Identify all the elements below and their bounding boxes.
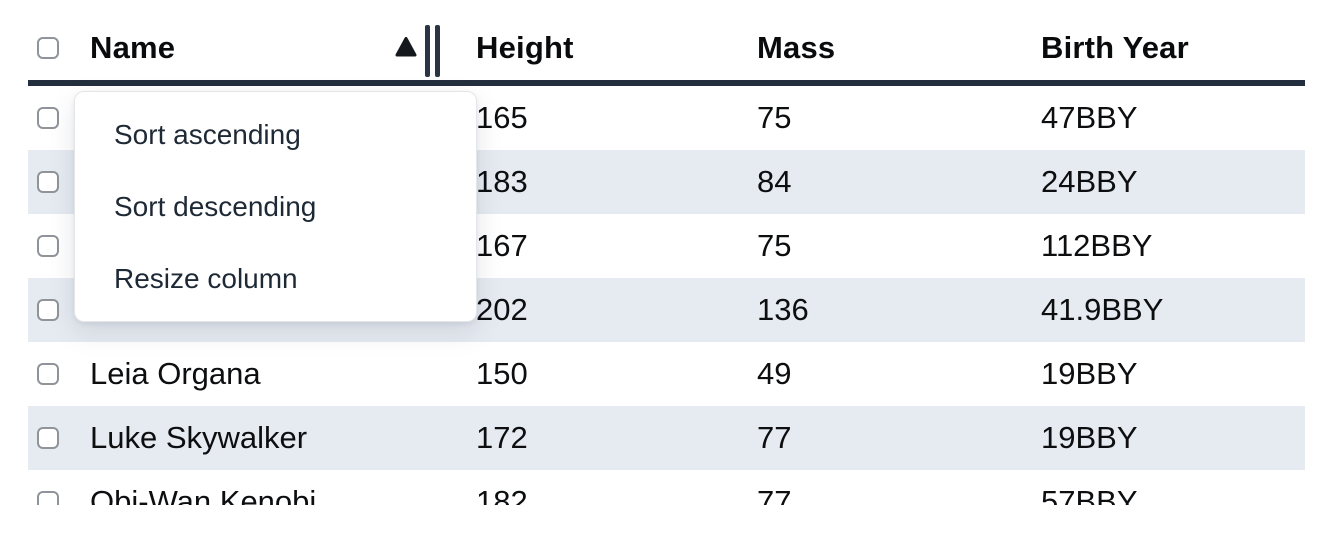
column-context-menu: Sort ascending Sort descending Resize co… [74, 91, 477, 322]
column-label-birth-year: Birth Year [1041, 30, 1189, 65]
cell-mass: 49 [757, 356, 792, 391]
table-row: Obi-Wan Kenobi 182 77 57BBY [28, 470, 1305, 505]
resize-bar-left [425, 25, 430, 77]
select-all-checkbox[interactable] [37, 37, 59, 59]
table-scroll-area[interactable]: Name Height Mass Birth Year 165 [0, 0, 1330, 505]
table-row: Leia Organa 150 49 19BBY [28, 342, 1305, 406]
sort-ascending-icon [395, 37, 417, 57]
cell-height: 150 [476, 356, 528, 391]
column-label-height: Height [476, 30, 574, 65]
header-select-cell [28, 37, 76, 59]
header-cell-birth-year[interactable]: Birth Year [1024, 30, 1305, 66]
cell-birth-year: 19BBY [1041, 420, 1138, 455]
row-checkbox[interactable] [37, 171, 59, 193]
cell-birth-year: 47BBY [1041, 100, 1138, 135]
cell-height: 165 [476, 100, 528, 135]
row-checkbox[interactable] [37, 235, 59, 257]
row-checkbox[interactable] [37, 363, 59, 385]
cell-height: 167 [476, 228, 528, 263]
cell-mass: 77 [757, 420, 792, 455]
header-cell-height[interactable]: Height [460, 30, 740, 66]
row-checkbox[interactable] [37, 491, 59, 505]
cell-mass: 84 [757, 164, 792, 199]
cell-mass: 136 [757, 292, 809, 327]
column-label-name: Name [90, 30, 176, 65]
cell-mass: 77 [757, 484, 792, 505]
cell-height: 182 [476, 484, 528, 505]
header-cell-name[interactable]: Name [76, 30, 460, 66]
cell-birth-year: 112BBY [1041, 228, 1153, 263]
row-checkbox[interactable] [37, 299, 59, 321]
cell-height: 202 [476, 292, 528, 327]
resize-bar-right [435, 25, 440, 77]
cell-name: Luke Skywalker [90, 420, 308, 455]
table-row: Luke Skywalker 172 77 19BBY [28, 406, 1305, 470]
cell-birth-year: 19BBY [1041, 356, 1138, 391]
row-checkbox[interactable] [37, 107, 59, 129]
menu-item-sort-descending[interactable]: Sort descending [114, 191, 317, 222]
cell-mass: 75 [757, 100, 792, 135]
cell-name: Obi-Wan Kenobi [90, 484, 317, 505]
cell-birth-year: 57BBY [1041, 484, 1138, 505]
cell-birth-year: 24BBY [1041, 164, 1138, 199]
column-resize-handle[interactable] [425, 25, 440, 77]
menu-item-resize-column[interactable]: Resize column [114, 263, 298, 294]
cell-height: 172 [476, 420, 528, 455]
cell-mass: 75 [757, 228, 792, 263]
table-header-row: Name Height Mass Birth Year [28, 0, 1305, 86]
cell-name: Leia Organa [90, 356, 261, 391]
cell-birth-year: 41.9BBY [1041, 292, 1164, 327]
header-cell-mass[interactable]: Mass [740, 30, 1024, 66]
column-label-mass: Mass [757, 30, 836, 65]
cell-height: 183 [476, 164, 528, 199]
menu-item-sort-ascending[interactable]: Sort ascending [114, 119, 301, 150]
row-checkbox[interactable] [37, 427, 59, 449]
